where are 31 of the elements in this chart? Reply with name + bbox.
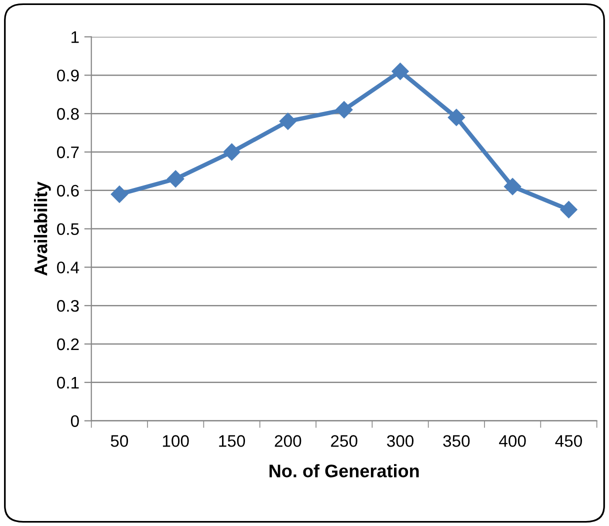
point <box>392 62 409 80</box>
point <box>336 101 353 118</box>
x-tick-label: 200 <box>274 435 302 447</box>
y-tick-label: 0.7 <box>57 146 79 158</box>
x-tick-label: 300 <box>386 435 414 447</box>
point <box>504 178 522 196</box>
x-axis-title: No. of Generation <box>270 464 419 478</box>
point <box>448 108 465 126</box>
point <box>560 201 578 218</box>
x-tick-label: 150 <box>219 435 246 447</box>
point <box>279 112 296 130</box>
y-tick-label: 0.1 <box>57 376 79 389</box>
y-tick-label: 0.3 <box>57 300 79 312</box>
y-tick-label: 1 <box>72 31 79 43</box>
point <box>110 186 128 203</box>
x-tick-label: 100 <box>162 435 189 447</box>
y-tick-label: 0.9 <box>57 70 79 82</box>
y-tick-label: 0.8 <box>57 108 79 120</box>
x-tick-label: 450 <box>555 435 582 447</box>
y-tick-label: 0.6 <box>57 184 79 197</box>
point <box>223 143 240 161</box>
x-tick-label: 350 <box>443 435 470 447</box>
x-tick-label: 50 <box>110 435 128 447</box>
y-tick-label: 0.4 <box>57 262 80 274</box>
y-tick-label: 0 <box>70 415 79 428</box>
y-tick-label: 0.2 <box>57 338 79 350</box>
x-tick-label: 250 <box>331 435 358 447</box>
x-tick-label: 400 <box>499 435 526 447</box>
point <box>167 170 184 188</box>
y-axis-title: Availability <box>34 182 51 276</box>
y-tick-label: 0.5 <box>57 223 79 236</box>
